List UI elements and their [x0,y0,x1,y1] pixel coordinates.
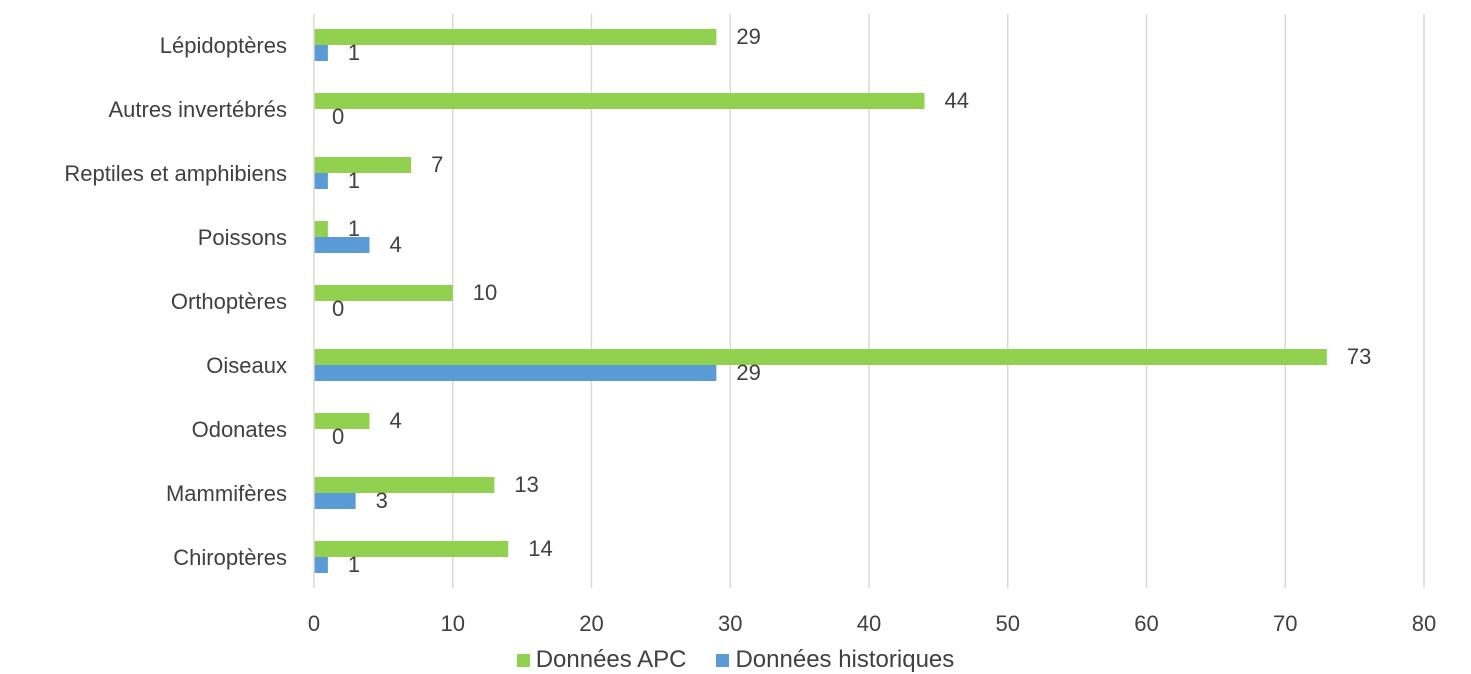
x-tick-label-20: 20 [579,611,603,636]
category-label: Poissons [198,225,287,250]
category-label: Reptiles et amphibiens [64,161,287,186]
category-label: Chiroptères [173,545,287,570]
x-tick-label-0: 0 [308,611,320,636]
data-label-historiques: 3 [376,488,388,513]
bar-historiques [314,173,328,189]
bar-apc [314,29,717,45]
data-label-apc: 4 [390,408,402,433]
data-label-historiques: 1 [348,552,360,577]
data-label-apc: 10 [473,280,497,305]
data-label-historiques: 1 [348,168,360,193]
bar-apc [314,541,509,557]
legend-swatch-historiques [716,653,730,667]
bar-apc [314,349,1327,365]
bar-historiques [314,237,370,253]
bar-apc [314,477,495,493]
data-label-apc: 73 [1347,344,1371,369]
bar-historiques [314,493,356,509]
category-label: Odonates [192,417,287,442]
category-label: Autres invertébrés [108,97,287,122]
legend-item-apc: Données APC [516,646,687,674]
category-label: Mammifères [166,481,287,506]
x-tick-label-30: 30 [718,611,742,636]
legend-label-apc: Données APC [535,646,687,673]
x-tick-label-70: 70 [1273,611,1297,636]
data-label-historiques: 0 [332,104,344,129]
x-tick-label-80: 80 [1412,611,1436,636]
data-label-historiques: 4 [390,232,402,257]
category-label: Lépidoptères [160,33,287,58]
bar-apc [314,221,328,237]
x-tick-label-10: 10 [441,611,465,636]
data-label-apc: 14 [528,536,552,561]
bar-apc [314,93,925,109]
data-label-historiques: 0 [332,424,344,449]
legend: Données APC Données historiques [0,646,1471,674]
data-label-apc: 44 [945,88,969,113]
data-label-historiques: 0 [332,296,344,321]
data-label-apc: 7 [431,152,443,177]
legend-item-historiques: Données historiques [716,646,954,674]
data-label-apc: 13 [514,472,538,497]
data-label-historiques: 29 [736,360,760,385]
category-label: Oiseaux [206,353,287,378]
data-label-apc: 29 [736,24,760,49]
bar-historiques [314,365,717,381]
legend-swatch-apc [516,653,530,667]
data-label-historiques: 1 [348,40,360,65]
bar-apc [314,413,370,429]
x-tick-label-40: 40 [857,611,881,636]
x-tick-label-60: 60 [1134,611,1158,636]
data-label-apc: 1 [348,216,360,241]
bar-apc [314,157,412,173]
bar-historiques [314,557,328,573]
legend-label-historiques: Données historiques [735,646,955,673]
bar-apc [314,285,453,301]
bar-historiques [314,45,328,61]
category-label: Orthoptères [171,289,287,314]
x-tick-label-50: 50 [996,611,1020,636]
